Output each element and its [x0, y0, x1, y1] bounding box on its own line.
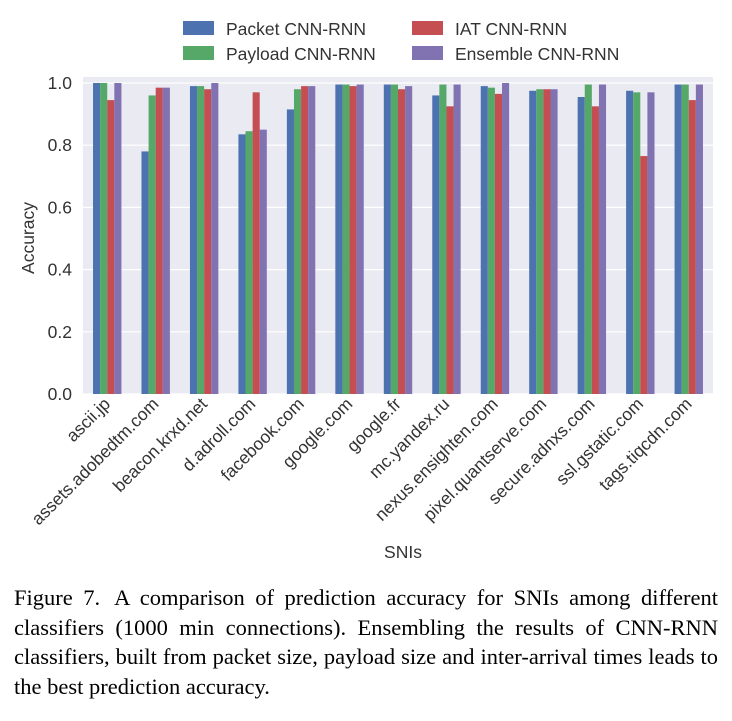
legend-label-iat: IAT CNN-RNN [455, 19, 567, 39]
caption-label: Figure 7. [14, 585, 101, 610]
bar [383, 84, 391, 395]
bar [591, 106, 599, 394]
bar [688, 100, 696, 394]
bar [480, 86, 488, 395]
y-tick-label: 0.8 [48, 135, 72, 155]
legend-swatch-iat [412, 21, 443, 35]
bar [197, 86, 205, 395]
legend-swatch-ensemble [412, 46, 443, 60]
bar [398, 89, 406, 394]
bar [238, 134, 246, 394]
y-tick-label: 0.4 [48, 260, 73, 280]
bar [308, 86, 316, 395]
bar [114, 83, 122, 394]
bar [626, 90, 634, 395]
y-tick-labels: 0.0 0.2 0.4 0.6 0.8 1.0 [48, 73, 73, 404]
bar [695, 84, 703, 395]
legend-label-payload: Payload CNN-RNN [226, 44, 376, 64]
legend-label-packet: Packet CNN-RNN [226, 19, 366, 39]
bar [204, 89, 212, 394]
bar [293, 89, 302, 394]
bar [494, 93, 503, 394]
bar [536, 89, 544, 394]
bar [674, 84, 682, 395]
bar [633, 92, 641, 394]
bar [356, 84, 364, 395]
bar [390, 84, 398, 395]
x-axis-label: SNIs [384, 542, 422, 562]
bar [349, 86, 357, 395]
bar [141, 151, 149, 394]
y-tick-label: 0.0 [48, 384, 73, 404]
bar [577, 96, 585, 395]
bar [640, 156, 648, 394]
bar [405, 86, 413, 395]
legend-label-ensemble: Ensemble CNN-RNN [455, 44, 619, 64]
bar [155, 87, 163, 394]
bar [301, 86, 309, 395]
bar [487, 87, 495, 394]
bar [550, 89, 558, 394]
bar [286, 109, 294, 394]
caption-text: A comparison of prediction accuracy for … [14, 585, 718, 699]
bar [439, 84, 447, 395]
bar [252, 92, 260, 394]
bar-chart: Packet CNN-RNN IAT CNN-RNN Payload CNN-R… [18, 19, 713, 562]
bar [342, 84, 350, 395]
bar [681, 84, 689, 395]
legend-swatch-payload [183, 46, 214, 60]
bar [543, 89, 551, 394]
y-axis-label: Accuracy [18, 202, 38, 274]
legend: Packet CNN-RNN IAT CNN-RNN Payload CNN-R… [183, 19, 619, 64]
bar [107, 100, 115, 394]
bar [211, 83, 219, 394]
x-tick-labels: ascii.jpassets.adobedtm.combeacon.krxd.n… [27, 394, 695, 529]
bar [446, 106, 454, 394]
bar [189, 86, 198, 395]
y-tick-label: 0.6 [48, 197, 72, 217]
bar [529, 90, 537, 395]
bar [93, 83, 101, 394]
bar [148, 95, 156, 394]
bar [453, 84, 461, 395]
bar [502, 83, 510, 394]
bar [584, 84, 592, 395]
bar [335, 84, 343, 395]
bar [245, 131, 253, 394]
bar [162, 87, 170, 394]
bar [598, 84, 607, 395]
y-tick-label: 0.2 [48, 322, 72, 342]
bar [432, 95, 440, 394]
bar [647, 92, 655, 394]
y-tick-label: 1.0 [48, 73, 73, 93]
bars [93, 83, 703, 395]
legend-swatch-packet [183, 21, 214, 35]
figure-caption: Figure 7. A comparison of prediction accu… [14, 583, 718, 701]
bar [259, 129, 267, 394]
bar [100, 83, 108, 394]
